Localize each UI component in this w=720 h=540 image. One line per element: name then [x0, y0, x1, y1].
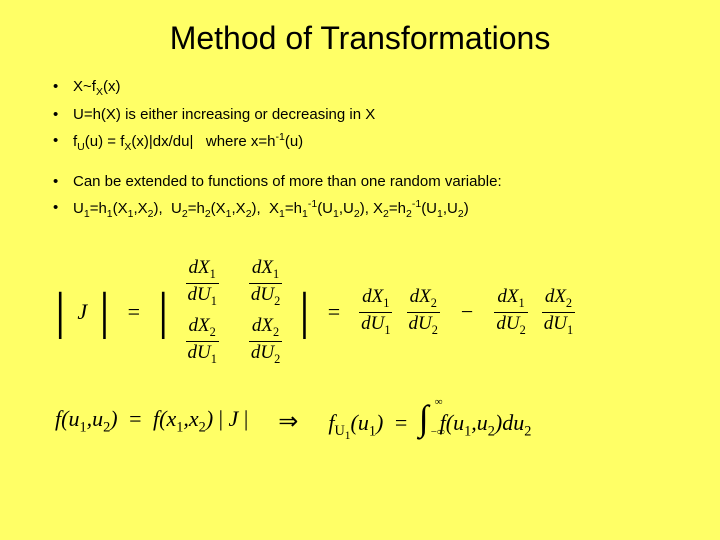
bullet-5: U1=h1(X1,X2), U2=h2(X1,X2), X1=h1-1(U1,U…	[53, 196, 685, 223]
jacobian-equation: | J | = | dX1dU1 dX1dU2 dX2dU1 dX2dU2 | …	[35, 254, 685, 442]
bullet-4: Can be extended to functions of more tha…	[53, 170, 685, 194]
jacobian-matrix: dX1dU1 dX1dU2 dX2dU1 dX2dU2	[180, 254, 287, 370]
bullet-2: U=h(X) is either increasing or decreasin…	[53, 103, 685, 127]
implies-arrow: ⇒	[260, 407, 316, 436]
slide-title: Method of Transformations	[35, 20, 685, 57]
bullet-1: X~fX(x)	[53, 75, 685, 101]
bullet-list: X~fX(x) U=h(X) is either increasing or d…	[35, 75, 685, 222]
bullet-3: fU(u) = fX(x)|dx/du| where x=h-1(u)	[53, 129, 685, 156]
density-formula: f(u1,u2) = f(x1,x2) | J | ⇒ fU1(u1) = ∫ …	[55, 400, 685, 442]
